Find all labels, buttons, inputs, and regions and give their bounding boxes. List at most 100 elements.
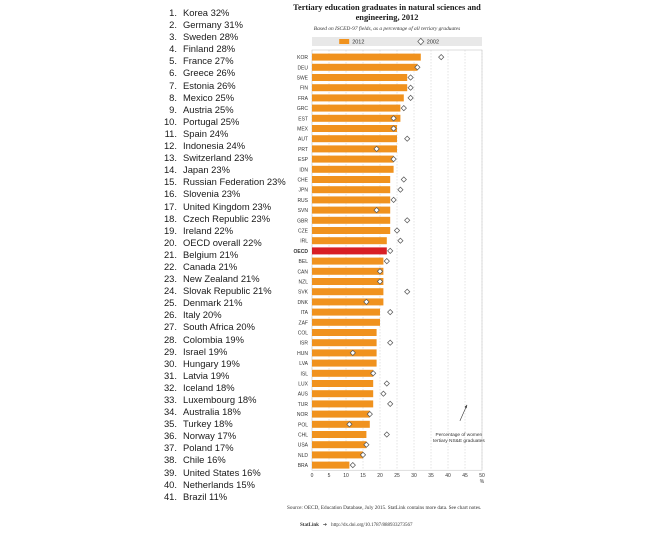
ranking-item: 32. Iceland 18% xyxy=(160,382,285,394)
statlink-url[interactable]: http://dx.doi.org/10.1787/888933273567 xyxy=(331,523,413,528)
ranking-label: Switzerland 23% xyxy=(183,152,253,164)
ranking-label: Israel 19% xyxy=(183,345,228,357)
ranking-number: 16. xyxy=(163,188,177,200)
point-2002 xyxy=(349,462,356,469)
ranking-label: Portugal 25% xyxy=(183,115,240,127)
ranking-item: 16. Slovenia 23% xyxy=(160,188,285,200)
ranking-label: Denmark 21% xyxy=(183,297,243,309)
bar xyxy=(312,125,397,132)
ranking-number: 37. xyxy=(163,442,177,454)
annotation-arrowhead-icon xyxy=(464,404,468,409)
bar xyxy=(312,247,387,255)
category-label: ISL xyxy=(300,371,308,377)
point-2002 xyxy=(387,339,394,346)
point-2002 xyxy=(363,298,370,305)
ranking-label: Chile 16% xyxy=(183,454,226,466)
category-label: FIN xyxy=(300,86,308,92)
point-2002 xyxy=(373,207,380,214)
point-2002 xyxy=(397,237,404,244)
ranking-label: Czech Republic 23% xyxy=(183,212,271,224)
category-label: HUN xyxy=(297,351,308,357)
ranking-label: United Kingdom 23% xyxy=(183,200,272,212)
ranking-number: 7. xyxy=(169,79,177,91)
ranking-label: OECD overall 22% xyxy=(183,236,262,248)
ranking-number: 32. xyxy=(163,381,177,393)
category-label: ITA xyxy=(301,310,309,316)
category-label: AUT xyxy=(298,137,308,143)
ranking-number: 39. xyxy=(163,466,177,478)
bar xyxy=(312,349,377,357)
ranking-number: 41. xyxy=(163,490,177,502)
ranking-number: 19. xyxy=(163,224,177,236)
category-label: CAN xyxy=(297,269,308,275)
bar xyxy=(312,237,387,245)
ranking-number: 26. xyxy=(163,309,177,321)
ranking-number: 29. xyxy=(163,345,177,357)
category-label: JPN xyxy=(299,188,309,194)
point-2002 xyxy=(404,217,411,224)
point-2002 xyxy=(390,196,397,203)
point-2002 xyxy=(438,54,445,61)
category-label: DEU xyxy=(297,65,308,71)
point-2002 xyxy=(390,156,397,163)
bar xyxy=(312,359,377,367)
ranking-label: Slovenia 23% xyxy=(183,188,241,200)
bar xyxy=(312,441,367,449)
ranking-item: 17. United Kingdom 23% xyxy=(160,201,285,213)
point-2002 xyxy=(393,227,401,234)
ranking-item: 38. Chile 16% xyxy=(160,454,285,466)
bar xyxy=(312,339,377,347)
ranking-label: Australia 18% xyxy=(183,406,241,418)
ranking-label: Netherlands 15% xyxy=(183,478,255,490)
point-2002 xyxy=(404,288,411,295)
ranking-label: South Africa 20% xyxy=(183,321,255,333)
category-label: USA xyxy=(298,443,309,449)
category-label: GRC xyxy=(297,106,309,112)
ranking-number: 2. xyxy=(169,19,177,31)
ranking-label: Japan 23% xyxy=(183,164,230,176)
ranking-item: 14. Japan 23% xyxy=(160,164,285,176)
ranking-label: Indonesia 24% xyxy=(183,140,246,152)
bar xyxy=(312,206,391,214)
statlink-line: StatLink ➔ http://dx.doi.org/10.1787/88893… xyxy=(300,522,413,528)
ranking-item: 5. France 27% xyxy=(160,55,285,67)
ranking-label: Germany 31% xyxy=(183,19,243,31)
category-label: DNK xyxy=(297,300,308,306)
ranking-item: 4. Finland 28% xyxy=(160,43,285,55)
bar xyxy=(312,227,391,234)
category-label: ISR xyxy=(300,341,309,347)
bar xyxy=(312,461,350,469)
ranking-number: 18. xyxy=(163,212,177,224)
ranking-item: 33. Luxembourg 18% xyxy=(160,394,285,406)
ranking-item: 22. Canada 21% xyxy=(160,261,285,273)
category-label: ESP xyxy=(298,157,309,163)
ranking-number: 12. xyxy=(163,140,177,152)
source-note: Source: OECD, Education Database, July 2… xyxy=(287,505,482,511)
ranking-number: 15. xyxy=(163,176,177,188)
ranking-item: 21. Belgium 21% xyxy=(160,249,285,261)
bar xyxy=(312,329,377,336)
chart-title: Tertiary education graduates in natural … xyxy=(293,3,481,22)
x-tick-label: 25 xyxy=(394,473,400,479)
ranking-item: 41. Brazil 11% xyxy=(160,491,285,503)
ranking-item: 27. South Africa 20% xyxy=(160,321,285,333)
ranking-item: 20. OECD overall 22% xyxy=(160,237,285,249)
category-label: RUS xyxy=(297,198,308,204)
ranking-number: 36. xyxy=(163,430,177,442)
category-label: POL xyxy=(298,422,308,428)
ranking-item: 28. Colombia 19% xyxy=(160,334,285,346)
ranking-item: 23. New Zealand 21% xyxy=(160,273,285,285)
legend-label-2002: 2002 xyxy=(427,40,439,46)
ranking-item: 24. Slovak Republic 21% xyxy=(160,285,285,297)
ranking-label: Slovak Republic 21% xyxy=(183,285,272,297)
category-label: NOR xyxy=(297,412,309,418)
bar xyxy=(312,390,374,398)
ranking-item: 15. Russian Federation 23% xyxy=(160,176,286,188)
bar xyxy=(312,400,374,408)
x-tick-label: 50 xyxy=(479,473,485,479)
ranking-item: 8. Mexico 25% xyxy=(160,92,285,104)
ranking-number: 4. xyxy=(169,43,177,55)
point-2002 xyxy=(407,84,414,91)
point-2002 xyxy=(349,349,356,356)
ranking-number: 34. xyxy=(163,406,177,418)
